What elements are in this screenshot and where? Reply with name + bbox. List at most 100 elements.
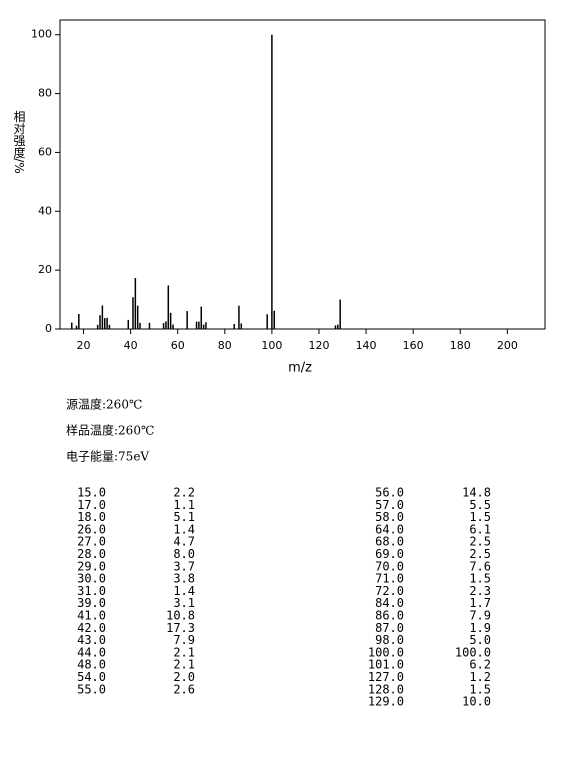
- mz-cell: 54.0: [77, 670, 106, 684]
- x-tick-label: 20: [77, 339, 91, 352]
- mz-cell: 71.0: [375, 572, 404, 586]
- mz-cell: 17.0: [77, 498, 106, 512]
- x-axis-label: m/z: [288, 361, 312, 376]
- peak: [172, 324, 174, 329]
- intensity-cell: 1.4: [173, 522, 195, 536]
- mz-cell: 58.0: [375, 510, 404, 524]
- mz-cell: 84.0: [375, 596, 404, 610]
- intensity-cell: 2.5: [469, 547, 491, 561]
- intensity-cell: 2.2: [173, 486, 195, 500]
- peak: [136, 305, 139, 329]
- mz-cell: 29.0: [77, 559, 106, 573]
- peak: [337, 324, 339, 329]
- peak: [139, 322, 141, 329]
- peak: [273, 310, 275, 329]
- mz-cell: 72.0: [375, 584, 404, 598]
- intensity-cell: 8.0: [173, 547, 195, 561]
- peak: [240, 323, 243, 329]
- peak: [162, 323, 165, 329]
- intensity-cell: 3.1: [173, 596, 195, 610]
- info-line: 样品温度:260℃: [66, 423, 154, 438]
- intensity-cell: 1.5: [469, 510, 491, 524]
- intensity-cell: 10.0: [462, 695, 491, 709]
- peak: [106, 317, 108, 329]
- peak: [132, 297, 134, 329]
- mz-cell: 26.0: [77, 522, 106, 536]
- intensity-cell: 7.9: [469, 609, 491, 623]
- intensity-cell: 1.4: [173, 584, 195, 598]
- mz-cell: 100.0: [368, 645, 404, 659]
- peak: [165, 321, 167, 329]
- x-tick-label: 40: [124, 339, 138, 352]
- mz-cell: 43.0: [77, 633, 106, 647]
- intensity-cell: 5.0: [469, 633, 491, 647]
- intensity-cell: 100.0: [455, 645, 491, 659]
- intensity-cell: 1.5: [469, 682, 491, 696]
- intensity-cell: 7.6: [469, 559, 491, 573]
- mz-cell: 48.0: [77, 658, 106, 672]
- y-tick-label: 80: [38, 87, 52, 100]
- mz-cell: 64.0: [375, 522, 404, 536]
- mz-cell: 28.0: [77, 547, 106, 561]
- peak: [169, 312, 172, 329]
- x-tick-label: 60: [171, 339, 185, 352]
- plot-frame: [59, 19, 546, 330]
- peak: [202, 324, 205, 329]
- x-tick-label: 180: [450, 339, 471, 352]
- intensity-cell: 1.2: [469, 670, 491, 684]
- intensity-cell: 2.6: [173, 682, 195, 696]
- intensity-cell: 1.7: [469, 596, 491, 610]
- peak: [134, 278, 137, 329]
- mz-cell: 87.0: [375, 621, 404, 635]
- intensity-cell: 7.9: [173, 633, 195, 647]
- peak: [96, 324, 99, 329]
- intensity-cell: 6.2: [469, 658, 491, 672]
- peak: [205, 322, 207, 329]
- mz-cell: 69.0: [375, 547, 404, 561]
- x-tick-label: 120: [308, 339, 329, 352]
- y-tick-label: 60: [38, 145, 52, 158]
- intensity-cell: 4.7: [173, 535, 195, 549]
- peak: [108, 324, 111, 329]
- mz-cell: 56.0: [375, 486, 404, 500]
- mz-cell: 127.0: [368, 670, 404, 684]
- x-tick-label: 200: [497, 339, 518, 352]
- mz-cell: 86.0: [375, 609, 404, 623]
- intensity-cell: 1.5: [469, 572, 491, 586]
- mz-cell: 31.0: [77, 584, 106, 598]
- y-tick-label: 100: [31, 28, 52, 41]
- intensity-cell: 2.3: [469, 584, 491, 598]
- mz-cell: 41.0: [77, 609, 106, 623]
- mz-cell: 27.0: [77, 535, 106, 549]
- intensity-cell: 5.1: [173, 510, 195, 524]
- peak: [198, 321, 200, 329]
- mz-cell: 15.0: [77, 486, 106, 500]
- x-tick-label: 160: [403, 339, 424, 352]
- intensity-cell: 1.9: [469, 621, 491, 635]
- peak: [127, 319, 130, 329]
- mz-cell: 55.0: [77, 682, 106, 696]
- mz-cell: 42.0: [77, 621, 106, 635]
- intensity-cell: 1.1: [173, 498, 195, 512]
- intensity-cell: 3.8: [173, 572, 195, 586]
- peak: [238, 305, 240, 329]
- mz-cell: 98.0: [375, 633, 404, 647]
- peak: [99, 315, 101, 329]
- intensity-cell: 10.8: [166, 609, 195, 623]
- intensity-cell: 5.5: [469, 498, 491, 512]
- y-tick-label: 0: [45, 322, 52, 335]
- peak: [75, 325, 78, 329]
- peak: [186, 311, 188, 329]
- mz-cell: 70.0: [375, 559, 404, 573]
- mz-cell: 44.0: [77, 645, 106, 659]
- mz-cell: 68.0: [375, 535, 404, 549]
- mz-cell: 18.0: [77, 510, 106, 524]
- intensity-cell: 2.0: [173, 670, 195, 684]
- peak: [266, 314, 268, 329]
- peak: [167, 285, 170, 329]
- peak: [195, 321, 198, 329]
- mz-cell: 101.0: [368, 658, 404, 672]
- mz-cell: 39.0: [77, 596, 106, 610]
- info-line: 源温度:260℃: [66, 397, 142, 412]
